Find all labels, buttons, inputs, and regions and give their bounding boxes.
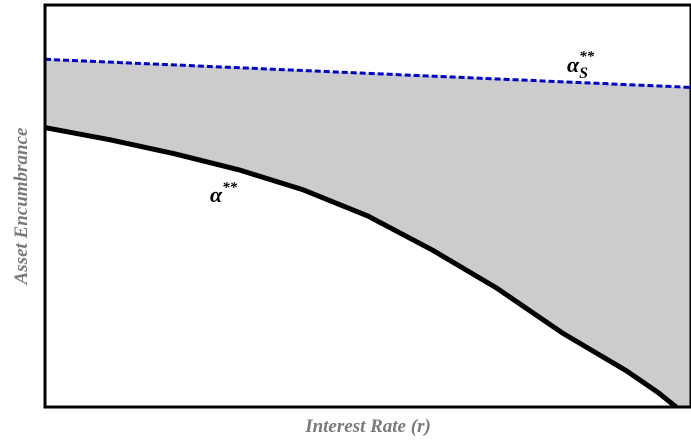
curve-label-subscript: S: [579, 65, 588, 82]
curve-label-base: α: [210, 182, 223, 207]
curve-label-alpha-double-star: α**: [210, 180, 238, 207]
curve-label-base: α: [567, 52, 580, 77]
x-axis-title: Interest Rate (r): [304, 416, 431, 437]
shaded-region: [45, 59, 691, 407]
plot-frame: [43, 3, 691, 409]
curve-label-superscript: **: [579, 49, 595, 65]
y-axis-title: Asset Encumbrance: [11, 127, 32, 285]
curve-label-alpha-s-double-star: αS**: [567, 49, 595, 82]
curve-label-superscript: **: [222, 180, 238, 196]
alpha-double-star-curve: [45, 125, 681, 407]
